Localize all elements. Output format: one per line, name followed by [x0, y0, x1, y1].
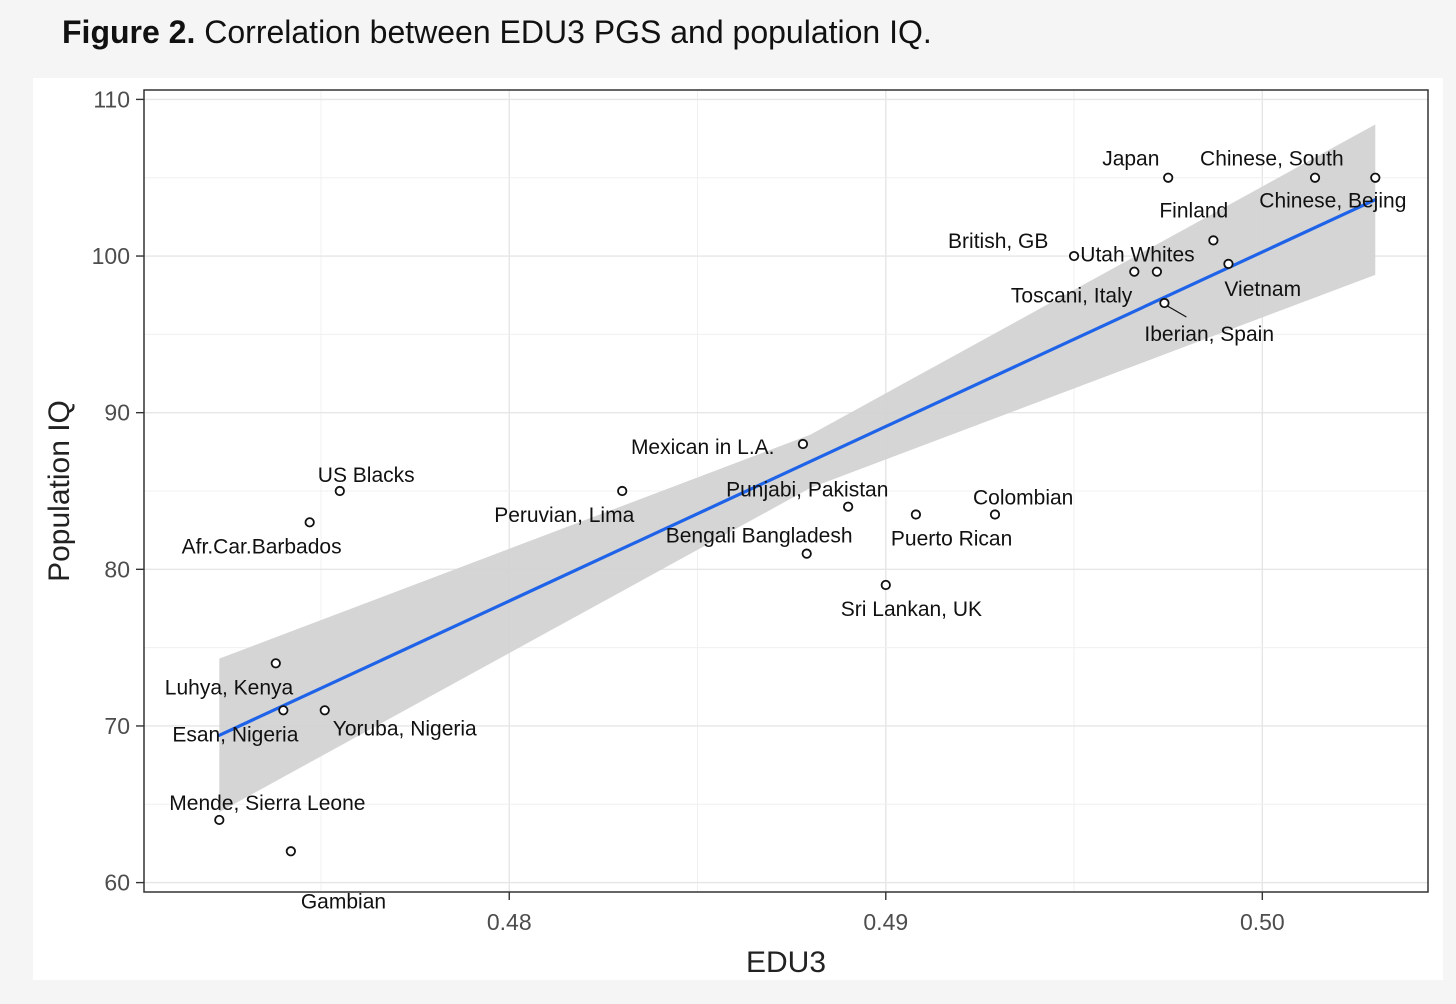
x-tick-label: 0.48 — [487, 909, 532, 935]
data-point — [319, 705, 330, 716]
data-point — [214, 814, 225, 826]
data-point — [304, 517, 315, 528]
point-label: Chinese, South — [1200, 148, 1344, 171]
y-tick-label: 110 — [93, 86, 130, 112]
data-point — [1309, 172, 1321, 183]
data-point — [880, 579, 891, 591]
point-label: Utah Whites — [1080, 244, 1194, 267]
data-point — [1370, 172, 1381, 183]
figure-caption-label: Figure 2. — [62, 14, 196, 50]
data-point — [1163, 172, 1174, 183]
point-label: Vietnam — [1224, 278, 1301, 301]
x-axis-title: EDU3 — [746, 946, 826, 979]
point-label: Mende, Sierra Leone — [169, 792, 365, 815]
figure-caption-text: Correlation between EDU3 PGS and populat… — [204, 14, 932, 50]
point-label: Bengali Bangladesh — [666, 525, 853, 548]
point-label: Japan — [1102, 148, 1159, 171]
point-labels: Japan Chinese, South Chinese, Bejing Finlan… — [165, 148, 1407, 914]
y-tick-label: 100 — [92, 243, 130, 269]
data-point — [1159, 297, 1170, 309]
y-axis-title: Population IQ — [43, 400, 76, 582]
data-point — [1223, 258, 1234, 269]
point-label: Puerto Rican — [891, 527, 1012, 550]
point-label: Luhya, Kenya — [165, 676, 294, 699]
y-tick-label: 60 — [104, 870, 130, 896]
point-label: Sri Lankan, UK — [841, 598, 982, 621]
scatter-chart: Japan Chinese, South Chinese, Bejing Finlan… — [43, 86, 1429, 979]
point-label: British, GB — [948, 230, 1048, 253]
trend-line-group — [217, 198, 1377, 737]
data-point — [989, 509, 1001, 520]
point-label: Mexican in L.A. — [631, 436, 775, 459]
data-point — [801, 548, 812, 559]
point-label: Finland — [1159, 199, 1228, 222]
point-label: Colombian — [973, 486, 1073, 509]
point-label: Toscani, Italy — [1011, 285, 1133, 308]
point-label: Yoruba, Nigeria — [333, 717, 477, 740]
data-point — [1208, 235, 1219, 246]
point-label: Punjabi, Pakistan — [726, 479, 888, 502]
x-tick-label: 0.49 — [863, 909, 908, 935]
data-point — [285, 846, 296, 857]
label-leader-line — [1167, 305, 1187, 318]
data-point — [278, 705, 289, 716]
data-point — [1151, 266, 1162, 277]
data-point — [797, 438, 809, 450]
point-label: Peruvian, Lima — [494, 504, 634, 527]
data-point — [270, 658, 281, 669]
point-label: US Blacks — [318, 464, 415, 487]
x-tick-label: 0.50 — [1240, 909, 1285, 935]
y-tick-label: 70 — [104, 713, 130, 739]
data-point — [1129, 266, 1140, 277]
chart-panel: Japan Chinese, South Chinese, Bejing Finlan… — [33, 78, 1443, 980]
y-tick-label: 80 — [104, 556, 130, 582]
figure-caption: Figure 2. Correlation between EDU3 PGS a… — [62, 14, 932, 51]
point-label: Gambian — [301, 890, 386, 913]
data-point — [910, 509, 922, 520]
point-label: Chinese, Bejing — [1259, 190, 1406, 213]
plot-border — [143, 89, 1429, 893]
regression-line — [217, 198, 1377, 737]
data-point — [617, 485, 628, 497]
y-tick-label: 90 — [104, 400, 130, 426]
point-label: Afr.Car.Barbados — [182, 535, 342, 558]
data-point — [334, 485, 345, 497]
data-point — [1068, 250, 1080, 262]
point-label: Esan, Nigeria — [172, 723, 298, 746]
data-points — [214, 172, 1381, 857]
axes: 0.48 0.49 0.50 60 70 80 90 100 110 — [92, 86, 1285, 935]
point-label: Iberian, Spain — [1144, 323, 1274, 346]
data-point — [843, 501, 854, 512]
